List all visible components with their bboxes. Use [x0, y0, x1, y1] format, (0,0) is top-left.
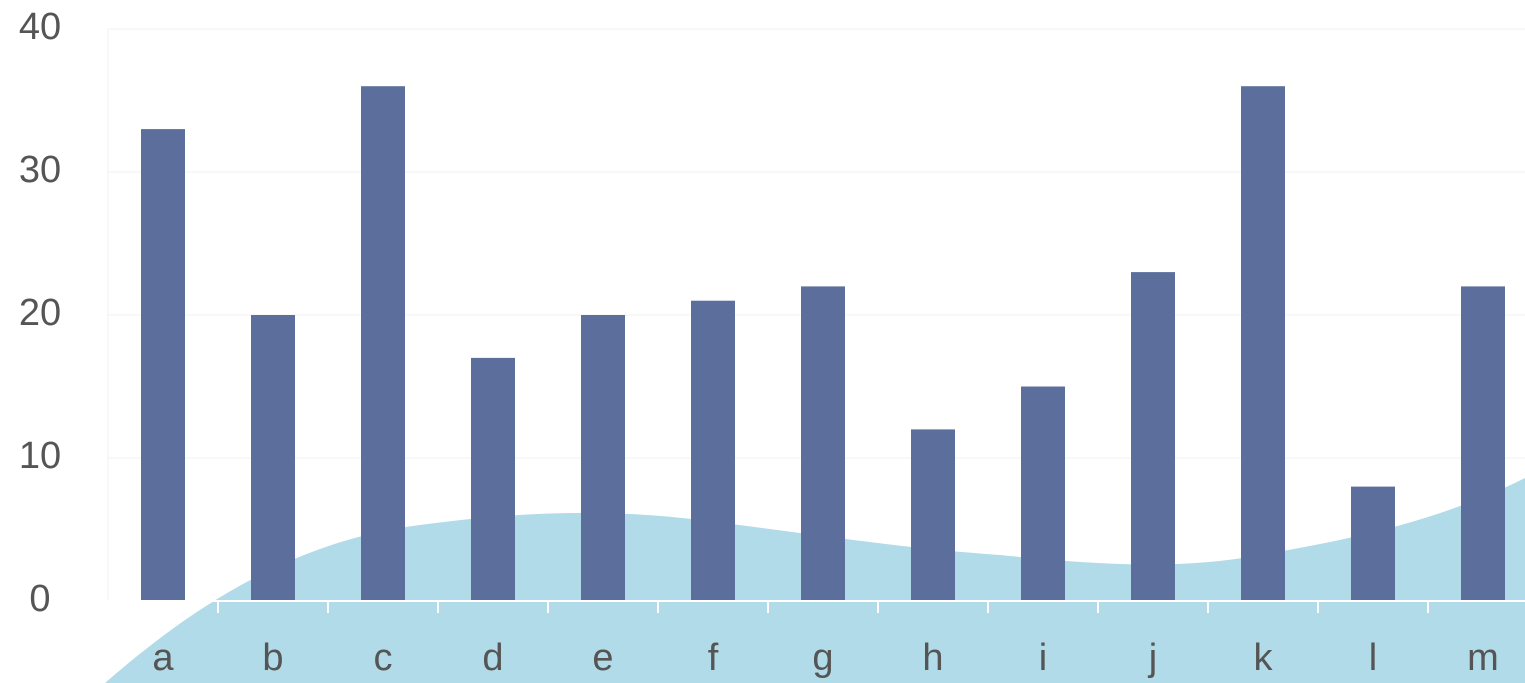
bar — [361, 86, 405, 601]
bars — [141, 86, 1505, 601]
y-tick-label: 40 — [19, 6, 61, 48]
y-tick-label: 20 — [19, 292, 61, 334]
bar — [1351, 487, 1395, 601]
x-tick-label: l — [1369, 637, 1377, 679]
bar — [141, 129, 185, 601]
page: {"chart_data": {"type": "bar", "categori… — [0, 0, 1525, 683]
bar — [691, 301, 735, 601]
bar — [471, 358, 515, 601]
y-tick-label: 30 — [19, 149, 61, 191]
bar — [1241, 86, 1285, 601]
bar — [1131, 272, 1175, 601]
x-tick-label: k — [1254, 637, 1274, 679]
bar — [251, 315, 295, 601]
bar — [1021, 387, 1065, 602]
x-tick-label: h — [922, 637, 943, 679]
x-tick-label: m — [1467, 637, 1499, 679]
x-tick-label: e — [592, 637, 613, 679]
bar — [581, 315, 625, 601]
x-tick-label: a — [152, 637, 174, 679]
x-tick-label: f — [708, 637, 719, 679]
x-tick-label: c — [374, 637, 393, 679]
bar — [911, 429, 955, 601]
bar — [1461, 286, 1505, 601]
y-tick-label: 0 — [29, 578, 50, 620]
x-tick-label: i — [1039, 637, 1047, 679]
y-tick-label: 10 — [19, 435, 61, 477]
bar — [801, 286, 845, 601]
chart: 0 10 20 30 40 a b c d e f g h i j k l m — [0, 0, 1525, 683]
x-tick-label: j — [1148, 637, 1157, 679]
x-tick-label: b — [262, 637, 283, 679]
x-tick-label: g — [812, 637, 833, 679]
x-tick-label: d — [482, 637, 503, 679]
